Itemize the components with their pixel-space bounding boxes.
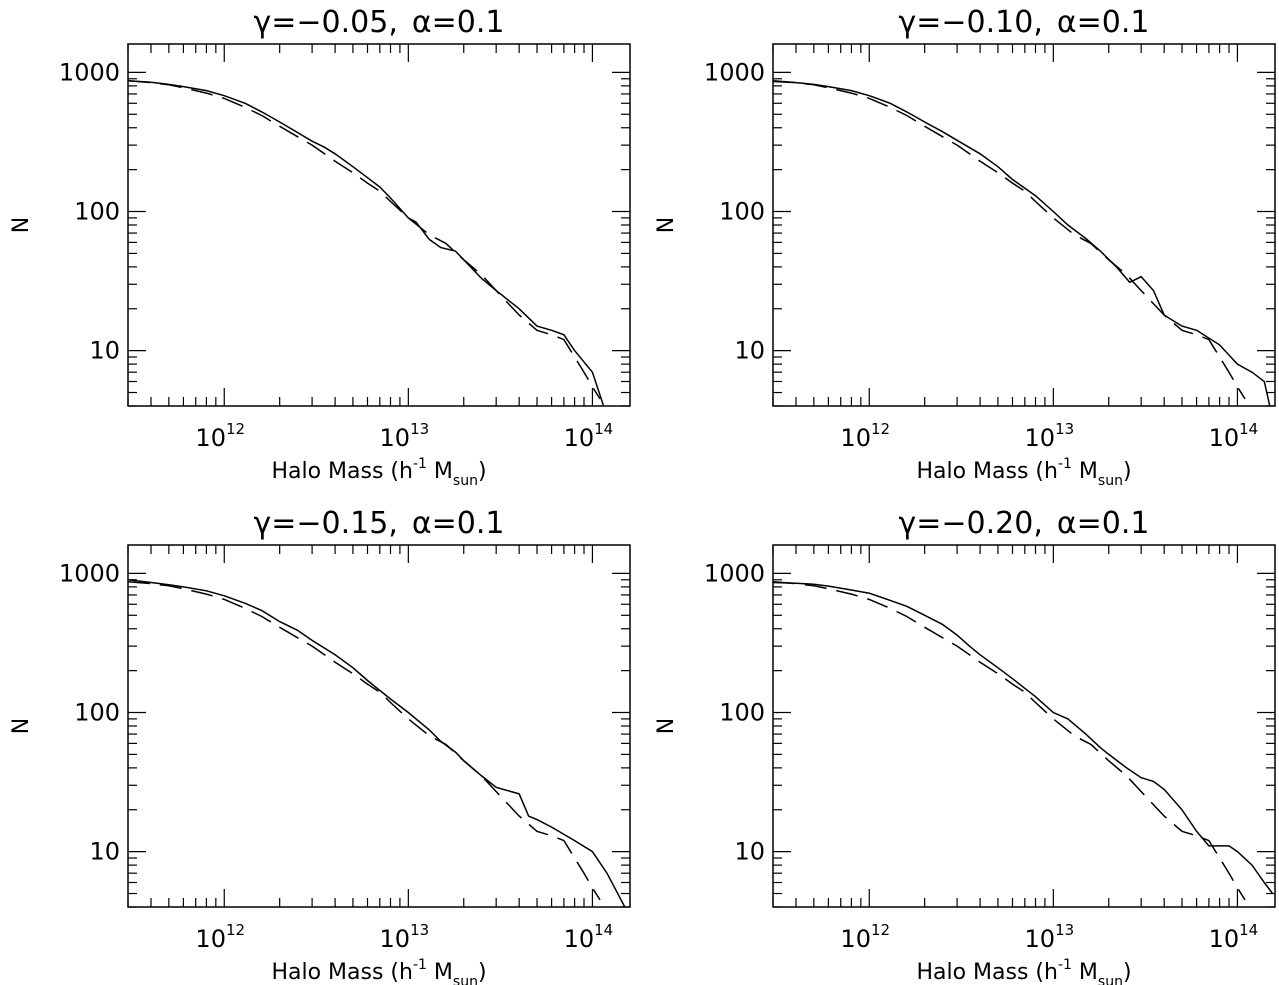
chart-title: γ=−0.10, α=0.1 xyxy=(899,5,1150,40)
series-line-solid xyxy=(128,80,605,406)
title-gamma: γ=−0.15, xyxy=(254,506,398,541)
x-axis-label: Halo Mass (h-1 Msun) xyxy=(271,456,486,489)
x-tick-label: 1014 xyxy=(564,921,614,953)
plot-frame xyxy=(772,43,1276,407)
x-tick-label: 1014 xyxy=(1209,420,1259,452)
y-tick-label: 10 xyxy=(89,838,120,866)
y-tick-label: 1000 xyxy=(704,559,765,587)
series-line-solid xyxy=(773,80,1271,406)
y-tick-label: 100 xyxy=(74,198,120,226)
x-axis-label: Halo Mass (h-1 Msun) xyxy=(271,957,486,985)
x-tick-label: 1014 xyxy=(1209,921,1259,953)
y-tick-label: 100 xyxy=(74,699,120,727)
y-tick-label: 10 xyxy=(89,337,120,365)
title-gamma: γ=−0.20, xyxy=(899,506,1043,541)
chart-title: γ=−0.15, α=0.1 xyxy=(254,506,505,541)
y-ticks xyxy=(128,572,630,908)
series-line-dashed xyxy=(128,581,601,901)
x-tick-label: 1012 xyxy=(195,420,245,452)
y-tick-label: 100 xyxy=(719,699,765,727)
y-tick-label: 1000 xyxy=(59,58,120,86)
plot-frame xyxy=(772,544,1276,908)
x-tick-label: 1012 xyxy=(195,921,245,953)
series-line-solid xyxy=(128,579,626,907)
chart-title: γ=−0.05, α=0.1 xyxy=(254,5,505,40)
y-tick-label: 1000 xyxy=(704,58,765,86)
x-axis-label: Halo Mass (h-1 Msun) xyxy=(916,957,1131,985)
title-alpha: α=0.1 xyxy=(412,506,505,541)
series-line-dashed xyxy=(128,80,601,400)
series-line-dashed xyxy=(773,80,1246,400)
x-tick-label: 1013 xyxy=(1025,420,1075,452)
x-tick-label: 1012 xyxy=(840,921,890,953)
y-tick-label: 1000 xyxy=(59,559,120,587)
x-axis-label: Halo Mass (h-1 Msun) xyxy=(916,456,1131,489)
panel-3: γ=−0.15, α=0.1 1012 1013 1014 1000 100 10 Halo M… xyxy=(9,506,631,985)
y-axis-label: N xyxy=(654,217,679,233)
x-ticks xyxy=(127,545,594,907)
panel-4: γ=−0.20, α=0.1 1012 1013 1014 1000 100 10 Halo M… xyxy=(654,506,1276,985)
title-alpha: α=0.1 xyxy=(1057,506,1150,541)
x-tick-label: 1013 xyxy=(380,420,430,452)
title-alpha: α=0.1 xyxy=(412,5,505,40)
chart-title: γ=−0.20, α=0.1 xyxy=(899,506,1150,541)
x-ticks xyxy=(127,44,594,406)
y-tick-label: 10 xyxy=(734,337,765,365)
panel-2: γ=−0.10, α=0.1 1012 1013 1014 1000 100 10 Halo M… xyxy=(654,5,1276,489)
x-ticks xyxy=(772,44,1239,406)
y-tick-label: 10 xyxy=(734,838,765,866)
title-gamma: γ=−0.05, xyxy=(254,5,398,40)
y-ticks xyxy=(773,572,1275,908)
y-axis-label: N xyxy=(654,718,679,734)
x-tick-label: 1012 xyxy=(840,420,890,452)
panel-1: γ=−0.05, α=0.1 1012 1013 1014 1000 100 10 Halo M… xyxy=(9,5,631,489)
x-tick-label: 1013 xyxy=(1025,921,1075,953)
y-ticks xyxy=(773,71,1275,407)
x-ticks xyxy=(772,545,1239,907)
x-tick-label: 1014 xyxy=(564,420,614,452)
plot-frame xyxy=(127,544,631,908)
plot-frame xyxy=(127,43,631,407)
title-gamma: γ=−0.10, xyxy=(899,5,1043,40)
series-line-dashed xyxy=(773,581,1246,901)
y-ticks xyxy=(128,71,630,407)
y-axis-label: N xyxy=(9,217,34,233)
series-line-solid xyxy=(773,581,1274,894)
x-tick-label: 1013 xyxy=(380,921,430,953)
y-axis-label: N xyxy=(9,718,34,734)
title-alpha: α=0.1 xyxy=(1057,5,1150,40)
y-tick-label: 100 xyxy=(719,198,765,226)
